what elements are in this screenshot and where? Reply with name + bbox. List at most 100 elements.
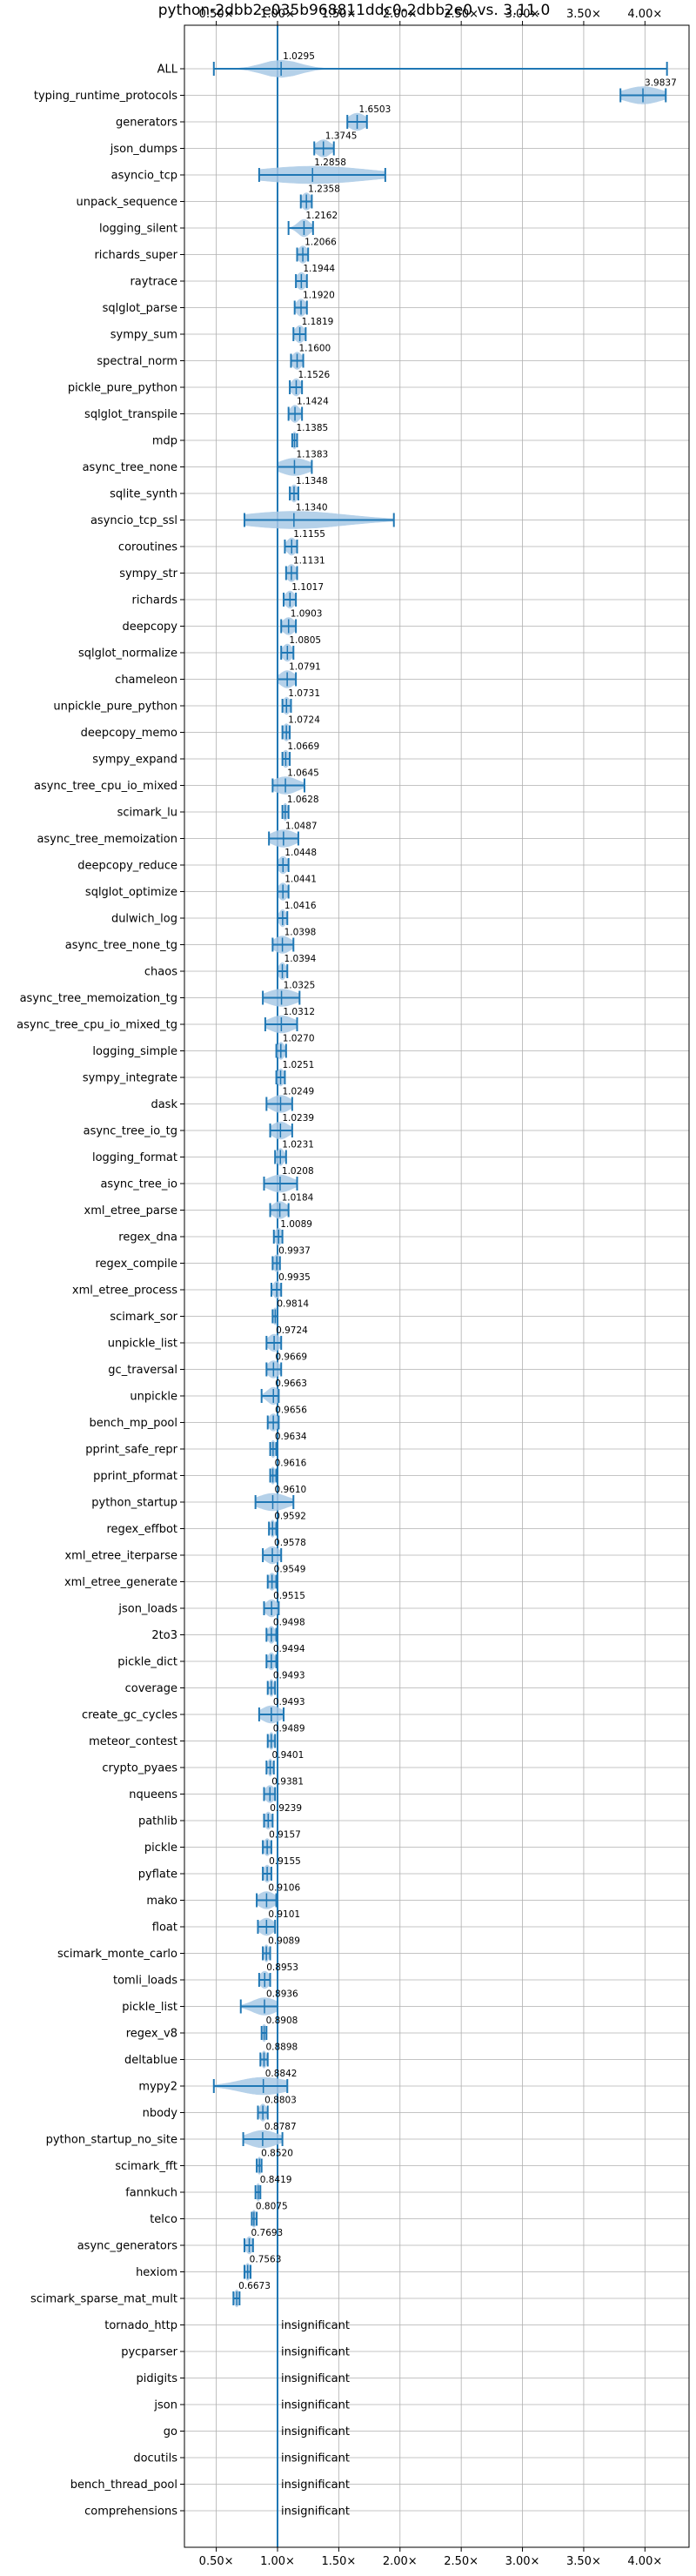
category-label: pickle [144,1841,177,1855]
category-label: async_tree_memoization [37,833,177,846]
plot-frame [184,24,690,2548]
category-label: pickle_dict [117,1656,177,1669]
category-labels: ALL typing_runtime_protocols generators jso… [17,64,178,2519]
x-tick-label-bottom: 1.00× [260,2555,295,2568]
value-label: 0.9489 [273,1724,305,1734]
value-label: 0.9814 [277,1299,309,1310]
value-label: 1.0089 [280,1219,312,1230]
value-label: 1.0903 [291,609,323,620]
x-tick-label-top: 3.00× [505,8,540,21]
value-label: 0.8520 [261,2149,293,2159]
insignificant-label: insignificant [281,2319,350,2332]
value-label: 0.9578 [274,1538,306,1548]
value-label: 1.0270 [283,1034,315,1044]
category-label: unpickle_pure_python [53,701,177,714]
value-label: 0.9493 [273,1671,305,1681]
value-label: 0.8953 [266,1962,298,1973]
value-label: 0.9663 [275,1379,307,1389]
x-tick-label-top: 2.50× [444,8,478,21]
category-label: mdp [152,435,177,448]
value-label: 0.8419 [260,2175,292,2185]
category-label: float [152,1922,177,1935]
category-label: hexiom [136,2266,177,2279]
category-label: async_tree_cpu_io_mixed [34,780,177,793]
value-label: 1.0231 [282,1140,314,1150]
category-label: async_tree_none_tg [65,939,177,952]
category-label: pickle_pure_python [68,382,177,395]
value-label: 0.9724 [276,1325,308,1336]
category-label: sqlglot_normalize [78,647,177,661]
insignificant-label: insignificant [281,2346,350,2359]
value-label: 1.1017 [291,582,324,593]
value-label: 0.9155 [269,1856,301,1867]
category-label: pathlib [138,1815,177,1828]
category-label: sqlglot_transpile [84,408,177,421]
category-label: scimark_monte_carlo [57,1948,177,1961]
category-label: async_tree_cpu_io_mixed_tg [17,1019,177,1032]
category-label: regex_compile [95,1258,177,1271]
value-label: 1.0805 [289,635,321,646]
category-label: regex_v8 [126,2028,177,2041]
category-label: pyflate [138,1868,177,1882]
category-label: create_gc_cycles [82,1709,177,1722]
category-label: scimark_sor [110,1311,177,1324]
category-label: go [164,2425,177,2438]
value-label: 0.9634 [275,1432,307,1442]
insignificant-label: insignificant [281,2425,350,2438]
x-tick-label-bottom: 4.00× [627,2555,662,2568]
category-label: pprint_safe_repr [85,1444,177,1457]
value-label: 1.0441 [284,875,317,885]
category-label: pprint_pformat [93,1470,177,1483]
category-label: telco [150,2213,177,2226]
value-label: 1.1155 [293,529,325,540]
category-label: sqlite_synth [110,488,177,501]
value-label: 0.9493 [273,1697,305,1707]
value-label: 0.8898 [265,2043,298,2053]
value-label: 1.2066 [304,238,337,248]
category-label: deltablue [124,2054,177,2067]
x-tick-label-top: 0.50× [199,8,234,21]
value-label: 1.1424 [297,397,329,407]
category-label: async_generators [77,2240,178,2253]
value-label: 0.9515 [273,1591,305,1601]
value-label: 1.0448 [284,848,317,858]
value-label: 1.0724 [288,715,320,726]
category-label: coverage [125,1682,177,1695]
category-label: regex_effbot [106,1523,177,1536]
value-label: 1.0184 [282,1193,314,1204]
category-label: nqueens [129,1788,177,1801]
category-label: gc_traversal [108,1364,177,1377]
value-label: 1.2858 [314,158,346,168]
category-label: scimark_sparse_mat_mult [30,2293,177,2306]
value-label: 1.0731 [288,688,320,699]
category-label: 2to3 [151,1629,177,1642]
category-label: chaos [144,966,177,979]
category-label: asyncio_tcp [111,170,177,183]
category-label: asyncio_tcp_ssl [90,514,177,527]
value-label: 0.9549 [274,1565,306,1575]
value-label: 1.1348 [296,476,328,486]
category-label: unpack_sequence [76,196,177,209]
value-label: 1.0295 [283,51,315,62]
category-label: python_startup_no_site [46,2134,177,2147]
category-label: bench_mp_pool [89,1417,177,1430]
value-label: 0.9494 [273,1644,305,1654]
value-label: 0.9106 [268,1883,300,1894]
value-label: 1.1920 [303,291,335,301]
value-label: 1.0239 [282,1113,314,1124]
category-label: json_loads [117,1603,177,1616]
category-label: mako [146,1895,177,1908]
x-tick-label-top: 4.00× [627,8,662,21]
value-label: 0.8787 [264,2122,297,2132]
value-label: 1.0251 [283,1060,315,1070]
category-label: xml_etree_iterparse [64,1550,177,1563]
category-label: mypy2 [138,2081,177,2094]
value-label: 1.0394 [284,954,317,964]
value-label: 1.0312 [283,1007,315,1017]
category-label: json [153,2399,177,2412]
category-label: docutils [133,2452,177,2465]
category-label: crypto_pyaes [102,1762,177,1775]
value-label: 1.1385 [296,423,328,433]
category-label: async_tree_none [83,461,177,474]
category-label: richards_super [94,249,177,262]
